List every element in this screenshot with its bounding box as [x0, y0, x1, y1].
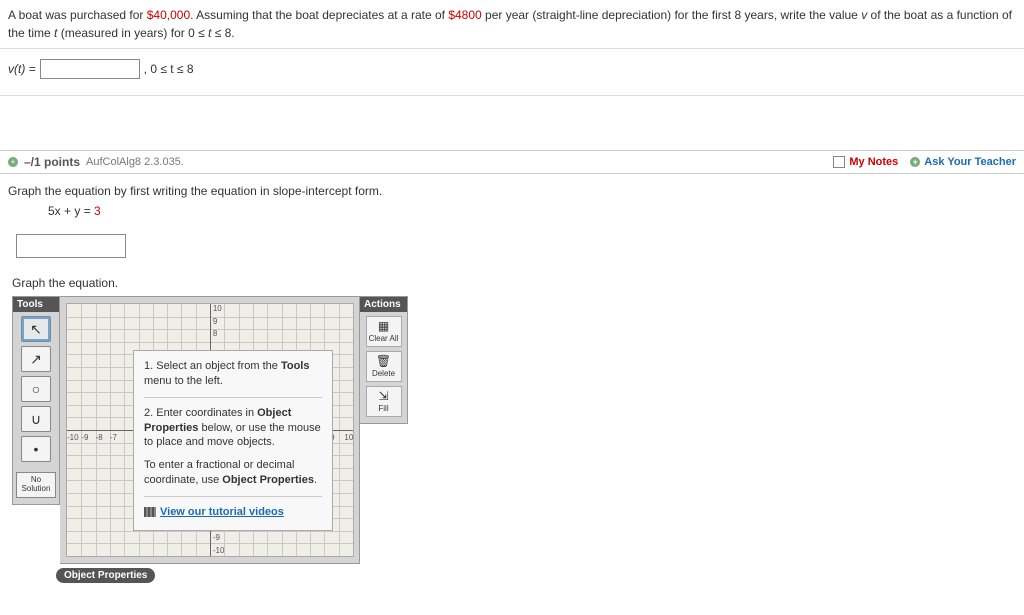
q1-mid2: per year (straight-line depreciation) fo… — [482, 8, 862, 22]
q1-answer-row: v(t) = , 0 ≤ t ≤ 8 — [0, 49, 1024, 96]
delete-label: Delete — [372, 369, 395, 378]
q2-equation: 5x + y = 3 — [8, 198, 1016, 230]
fill-label: Fill — [378, 404, 388, 413]
axis-tick-label: -8 — [96, 433, 103, 442]
actions-panel: Actions ▦ Clear All 🗑 Delete ⇲ Fill — [360, 296, 408, 424]
pointer-tool[interactable]: ↖ — [21, 316, 51, 342]
q1-mid5: ≤ 8. — [211, 26, 234, 40]
fill-icon: ⇲ — [378, 390, 388, 402]
no-solution-label: No Solution — [22, 475, 51, 493]
axis-tick-label: -10 — [67, 433, 79, 442]
circle-tool[interactable]: ○ — [21, 376, 51, 402]
axis-tick-label: -9 — [81, 433, 88, 442]
delete-button[interactable]: 🗑 Delete — [366, 351, 402, 382]
q1-pre: A boat was purchased for — [8, 8, 147, 22]
header-left: + –/1 points AufColAlg8 2.3.035. — [8, 155, 184, 169]
axis-tick-label: -9 — [213, 533, 220, 542]
eq-rhs: 3 — [94, 204, 101, 218]
notes-checkbox-icon — [833, 156, 845, 168]
tutorial-label: View our tutorial videos — [160, 505, 284, 520]
actions-title: Actions — [360, 297, 407, 312]
step2: 2. Enter coordinates in Object Propertie… — [144, 406, 322, 451]
question1-text: A boat was purchased for $40,000. Assumi… — [0, 0, 1024, 49]
clear-all-button[interactable]: ▦ Clear All — [366, 316, 402, 347]
plus-icon: + — [910, 157, 920, 167]
question2-body: Graph the equation by first writing the … — [0, 174, 1024, 593]
q1-rate: $4800 — [448, 8, 481, 22]
reference-label: AufColAlg8 2.3.035. — [86, 156, 184, 168]
slope-intercept-input[interactable] — [16, 234, 126, 258]
eq-lhs: 5x + y — [48, 204, 80, 218]
axis-tick-label: -10 — [213, 546, 225, 555]
points-label: –/1 points — [24, 155, 80, 169]
axis-tick-label: 10 — [344, 433, 353, 442]
q1-answer-post: , 0 ≤ t ≤ 8 — [144, 62, 194, 76]
graph-canvas[interactable]: -10-9-8-7789101098-8-9-10 1. Select an o… — [60, 296, 360, 564]
tools-title: Tools — [13, 297, 59, 312]
object-properties-tab[interactable]: Object Properties — [56, 568, 155, 583]
spacer — [0, 96, 1024, 150]
parabola-tool[interactable]: ∪ — [21, 406, 51, 432]
question2-header: + –/1 points AufColAlg8 2.3.035. My Note… — [0, 150, 1024, 174]
header-right: My Notes + Ask Your Teacher — [833, 156, 1016, 168]
fill-button[interactable]: ⇲ Fill — [366, 386, 402, 417]
no-solution-button[interactable]: No Solution — [16, 472, 56, 498]
q1-amount: $40,000 — [147, 8, 190, 22]
axis-tick-label: -7 — [110, 433, 117, 442]
eq-eq: = — [80, 204, 94, 218]
graph-instruction: Graph the equation. — [8, 272, 1016, 296]
clear-label: Clear All — [369, 334, 399, 343]
q1-answer-pre: v(t) = — [8, 62, 36, 76]
axis-tick-label: 8 — [213, 329, 217, 338]
my-notes-wrap[interactable]: My Notes — [833, 156, 898, 168]
plot-area[interactable]: -10-9-8-7789101098-8-9-10 1. Select an o… — [66, 303, 354, 557]
axis-tick-label: 9 — [213, 317, 217, 326]
q1-mid4: (measured in years) for 0 ≤ — [57, 26, 208, 40]
ask-teacher-link[interactable]: + Ask Your Teacher — [910, 156, 1016, 168]
ask-label: Ask Your Teacher — [924, 156, 1016, 168]
film-icon — [144, 507, 156, 517]
line-tool[interactable]: ↗ — [21, 346, 51, 372]
expand-icon[interactable]: + — [8, 157, 18, 167]
instruction-overlay: 1. Select an object from the Tools menu … — [133, 350, 333, 531]
clear-icon: ▦ — [378, 320, 389, 332]
step1: 1. Select an object from the Tools menu … — [144, 359, 322, 389]
q1-answer-input[interactable] — [40, 59, 140, 79]
tools-panel: Tools ↖ ↗ ○ ∪ • No Solution — [12, 296, 60, 505]
tutorial-link[interactable]: View our tutorial videos — [144, 505, 284, 520]
step3: To enter a fractional or decimal coordin… — [144, 458, 322, 488]
point-tool[interactable]: • — [21, 436, 51, 462]
q1-mid1: . Assuming that the boat depreciates at … — [190, 8, 448, 22]
q2-instruction: Graph the equation by first writing the … — [8, 184, 1016, 198]
graphing-tool: Tools ↖ ↗ ○ ∪ • No Solution -10-9-8-7789… — [12, 296, 1016, 564]
trash-icon: 🗑 — [376, 355, 391, 367]
my-notes-link: My Notes — [849, 156, 898, 168]
axis-tick-label: 10 — [213, 304, 222, 313]
